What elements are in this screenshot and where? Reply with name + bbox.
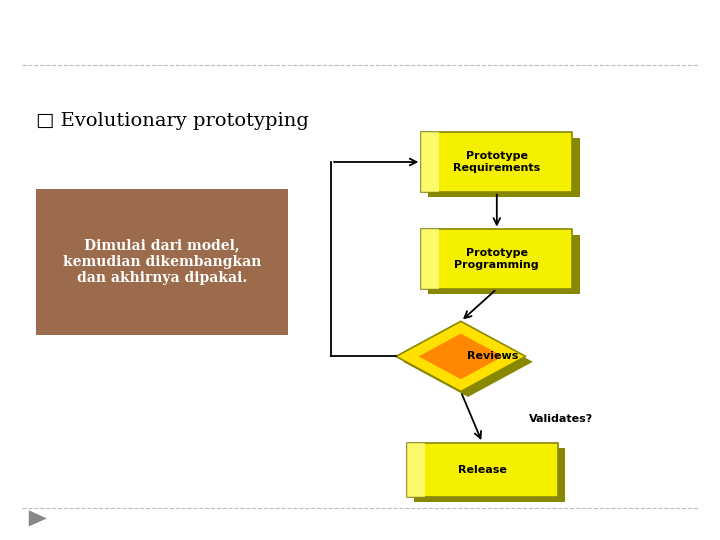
Text: Prototype
Programming: Prototype Programming [454,248,539,270]
FancyBboxPatch shape [407,443,425,497]
Text: Release: Release [458,465,507,475]
FancyBboxPatch shape [421,132,572,192]
Text: Prototype
Requirements: Prototype Requirements [453,151,541,173]
Text: □ Evolutionary prototyping: □ Evolutionary prototyping [36,112,309,130]
FancyBboxPatch shape [428,138,580,197]
Text: Validates?: Validates? [529,414,593,423]
Text: Reviews: Reviews [467,352,518,361]
FancyBboxPatch shape [414,448,565,502]
FancyBboxPatch shape [421,230,572,289]
FancyBboxPatch shape [421,230,439,289]
Polygon shape [419,334,503,379]
FancyBboxPatch shape [421,132,439,192]
Polygon shape [403,327,533,397]
FancyBboxPatch shape [407,443,558,497]
FancyBboxPatch shape [36,189,288,335]
Polygon shape [29,510,47,526]
Text: Dimulai dari model,
kemudian dikembangkan
dan akhirnya dipakai.: Dimulai dari model, kemudian dikembangka… [63,239,261,285]
FancyBboxPatch shape [428,235,580,294]
Polygon shape [396,321,526,392]
